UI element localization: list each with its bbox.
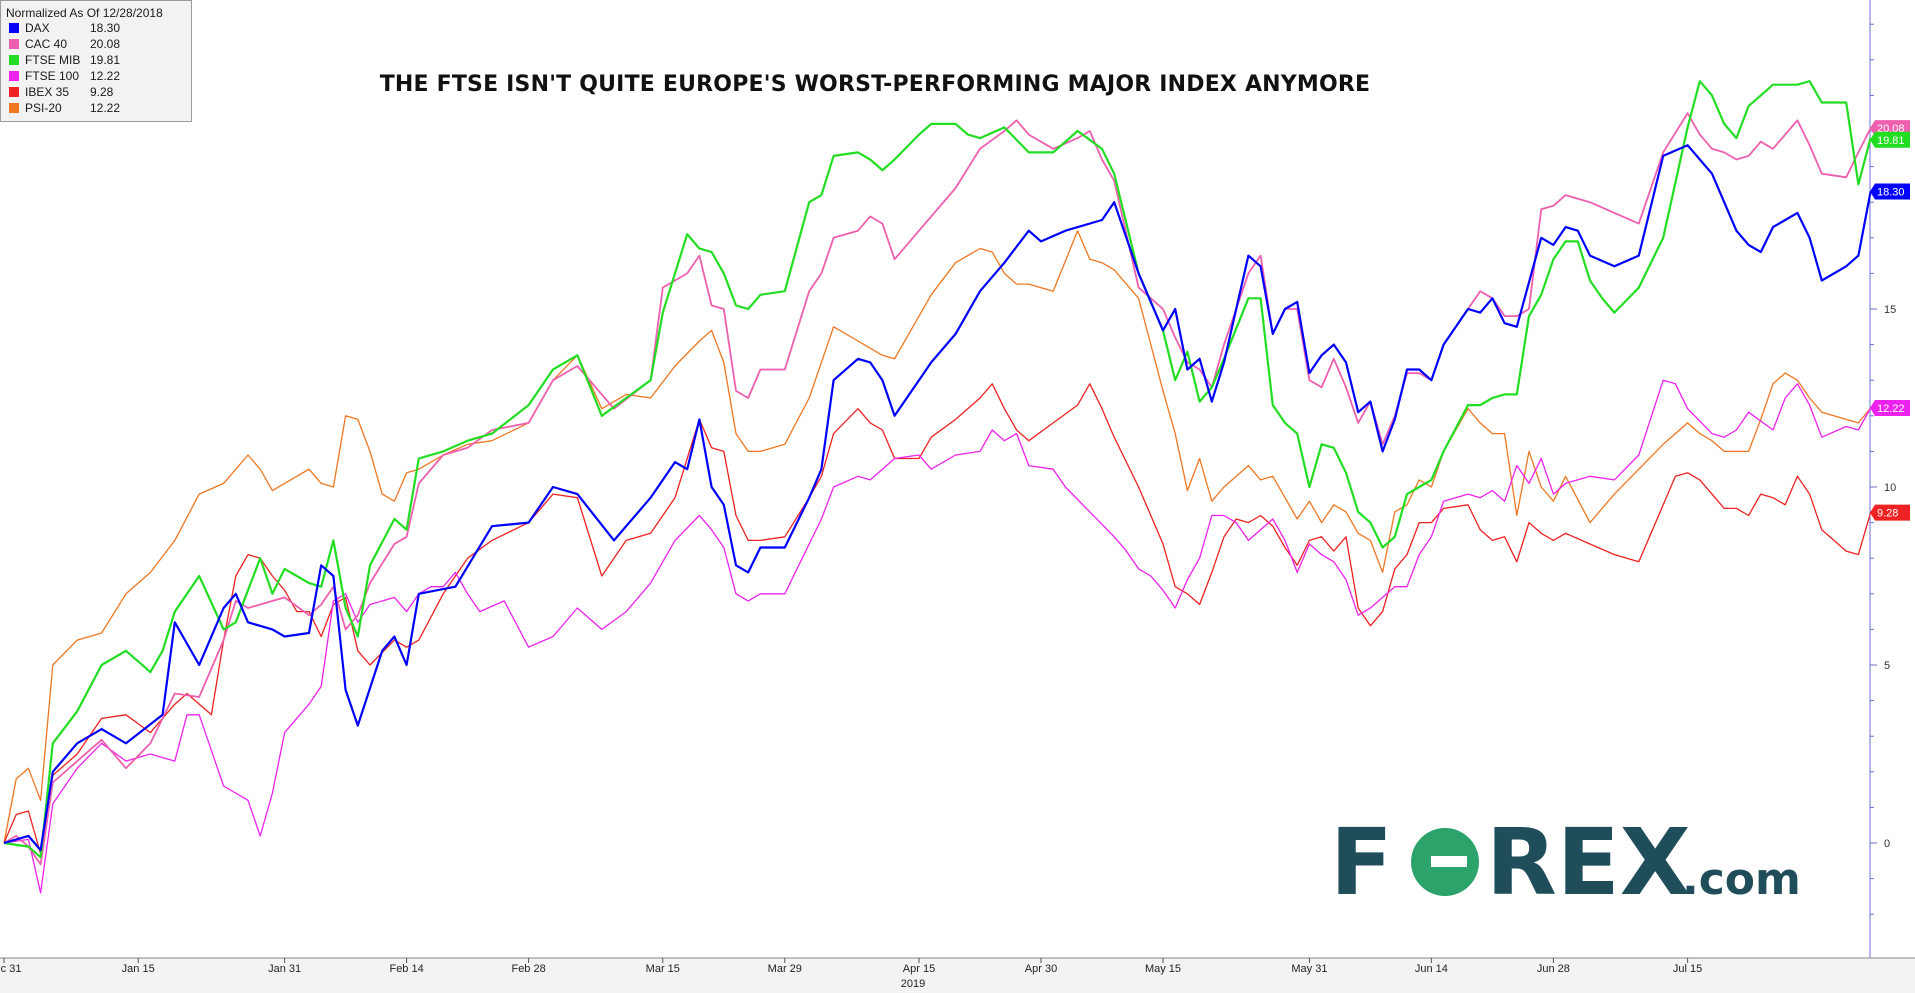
legend-item-ibex35: IBEX 35 9.28 — [6, 85, 186, 100]
end-label-text: 12.22 — [1877, 403, 1905, 415]
legend-value: 18.30 — [90, 21, 121, 35]
logo-letters-rex: REX — [1486, 809, 1691, 916]
legend-name: IBEX 35 — [25, 85, 70, 99]
series-line-ibex-35 — [3, 383, 1872, 855]
legend-name: DAX — [25, 21, 50, 35]
end-label: 12.22 — [1870, 399, 1910, 416]
series-line-psi-20 — [3, 230, 1872, 844]
end-label-box — [1870, 399, 1910, 416]
logo-letter-f: F — [1330, 809, 1393, 916]
logo-o-bar — [1431, 856, 1467, 867]
x-tick-label: Mar 15 — [646, 963, 680, 975]
y-tick-label: 15 — [1884, 304, 1896, 316]
forex-logo: F REX .com — [1330, 806, 1800, 916]
end-label-text: 18.30 — [1877, 187, 1905, 199]
y-tick-label: 0 — [1884, 838, 1890, 850]
legend-item-cac40: CAC 40 20.08 — [6, 37, 186, 52]
series-line-dax — [3, 144, 1872, 852]
legend-swatch — [9, 87, 19, 97]
x-tick-label: May 15 — [1145, 963, 1181, 975]
y-tick-label: 10 — [1884, 482, 1896, 494]
legend-value: 12.22 — [90, 69, 121, 83]
x-tick-label: Jan 31 — [268, 963, 301, 975]
legend-item-dax: DAX 18.30 — [6, 21, 186, 36]
legend-title: Normalized As Of 12/28/2018 — [6, 6, 163, 20]
legend-name: FTSE MIB — [25, 53, 81, 67]
legend: Normalized As Of 12/28/2018 DAX 18.30 CA… — [0, 0, 192, 122]
series-line-ftse-100 — [3, 379, 1872, 894]
legend-swatch — [9, 39, 19, 49]
x-tick-label: Jun 14 — [1415, 963, 1448, 975]
legend-swatch — [9, 23, 19, 33]
end-label-box — [1870, 183, 1910, 200]
x-tick-label: Apr 30 — [1025, 963, 1057, 975]
legend-value: 9.28 — [90, 85, 114, 99]
series-lines — [3, 80, 1872, 894]
series-line-cac-40 — [3, 112, 1872, 866]
chart-title: THE FTSE ISN'T QUITE EUROPE'S WORST-PERF… — [379, 72, 1371, 97]
legend-item-psi20: PSI-20 12.22 — [6, 101, 186, 116]
legend-value: 12.22 — [90, 101, 121, 115]
legend-name: PSI-20 — [25, 101, 62, 115]
x-tick-label: Apr 15 — [903, 963, 935, 975]
y-tick-label: 5 — [1884, 660, 1890, 672]
end-label-box — [1870, 504, 1910, 521]
legend-item-ftse100: FTSE 100 12.22 — [6, 69, 186, 84]
legend-swatch — [9, 103, 19, 113]
legend-swatch — [9, 71, 19, 81]
x-tick-label: Jun 28 — [1537, 963, 1570, 975]
end-label: 9.28 — [1870, 504, 1910, 521]
x-axis-year-label: 2019 — [901, 978, 925, 990]
x-tick-label: Dec 31 — [0, 963, 21, 975]
series-line-ftse-mib — [3, 80, 1872, 859]
x-tick-label: Jan 15 — [122, 963, 155, 975]
legend-value: 20.08 — [90, 37, 121, 51]
x-tick-label: Feb 28 — [511, 963, 545, 975]
end-label-text: 9.28 — [1877, 508, 1898, 520]
x-tick-label: Jul 15 — [1673, 963, 1702, 975]
x-tick-label: May 31 — [1291, 963, 1327, 975]
legend-value: 19.81 — [90, 53, 121, 67]
x-tick-label: Mar 29 — [768, 963, 802, 975]
legend-name: FTSE 100 — [25, 69, 80, 83]
legend-swatch — [9, 55, 19, 65]
end-label-box — [1870, 131, 1910, 148]
end-label-text: 19.81 — [1877, 135, 1905, 147]
legend-name: CAC 40 — [25, 37, 68, 51]
legend-item-ftsemib: FTSE MIB 19.81 — [6, 53, 186, 68]
end-label: 18.30 — [1870, 183, 1910, 200]
end-label: 19.81 — [1870, 131, 1910, 148]
logo-suffix: .com — [1682, 854, 1800, 905]
x-tick-label: Feb 14 — [389, 963, 423, 975]
x-axis-bar — [0, 958, 1915, 993]
logo-mark: F REX .com — [1330, 809, 1800, 916]
